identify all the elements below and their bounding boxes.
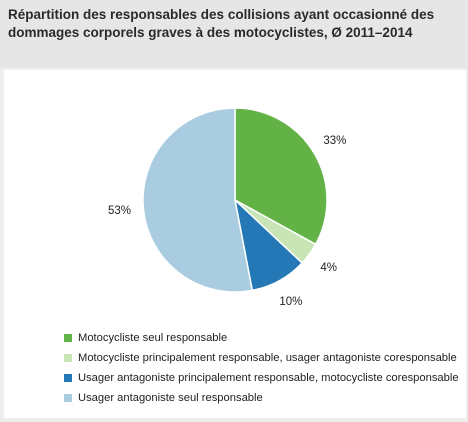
legend-item: Motocycliste seul responsable [64, 328, 464, 348]
slice-label-usager-principalement: 10% [279, 295, 303, 308]
legend-label: Usager antagoniste principalement respon… [78, 372, 459, 384]
legend-swatch [64, 394, 72, 402]
chart-header: Répartition des responsables des collisi… [0, 0, 468, 68]
legend-label: Usager antagoniste seul responsable [78, 392, 263, 404]
legend-swatch [64, 374, 72, 382]
legend-item: Motocycliste principalement responsable,… [64, 348, 464, 368]
legend-label: Motocycliste seul responsable [78, 332, 228, 344]
legend-swatch [64, 334, 72, 342]
slice-label-motocycliste-seul: 33% [323, 134, 347, 147]
pie-slice-usager-seul [142, 107, 254, 293]
legend-item: Usager antagoniste principalement respon… [64, 368, 464, 388]
slice-label-motocycliste-principalement: 4% [320, 262, 337, 275]
slice-label-usager-seul: 53% [108, 204, 132, 217]
legend-label: Motocycliste principalement responsable,… [78, 352, 457, 364]
pie-chart [142, 107, 328, 293]
legend-swatch [64, 354, 72, 362]
chart-legend: Motocycliste seul responsable Motocyclis… [64, 328, 464, 408]
chart-title: Répartition des responsables des collisi… [8, 7, 435, 40]
pie-slice-motocycliste-seul [234, 107, 328, 246]
chart-panel: 33% 4% 10% 53% Motocycliste seul respons… [4, 70, 466, 418]
legend-item: Usager antagoniste seul responsable [64, 388, 464, 408]
